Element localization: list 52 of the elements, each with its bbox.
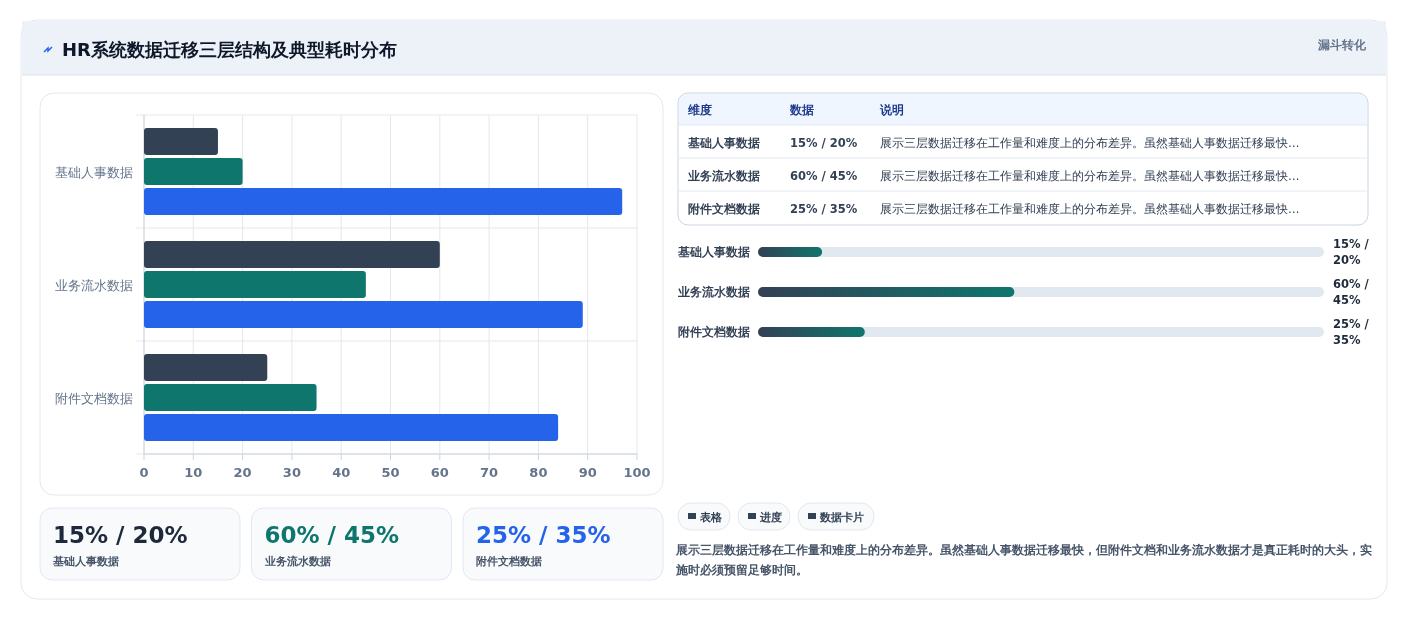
- x-tick-label: 60: [430, 465, 449, 480]
- text: 25% / 35%: [790, 202, 858, 216]
- bar: [144, 158, 243, 185]
- y-tick-label: 附件文档数据: [678, 325, 750, 339]
- text: 展示三层数据迁移在工作量和难度上的分布差异。虽然基础人事数据迁移最快…: [880, 169, 1300, 183]
- y-tick-label: 附件文档数据: [55, 390, 133, 406]
- bar: [144, 354, 268, 381]
- bar: [144, 188, 623, 215]
- data-label: 15% / 20%: [1333, 237, 1370, 267]
- text: 进度: [759, 511, 782, 524]
- x-tick-label: 20: [233, 465, 252, 480]
- x-tick-label: 70: [480, 465, 499, 480]
- text: 60% / 45%: [264, 522, 400, 548]
- chart-title: HR系统数据迁移三层结构及典型耗时分布: [62, 39, 397, 60]
- bar: [144, 128, 218, 155]
- text: 60% / 45%: [790, 169, 858, 183]
- bar: [144, 414, 559, 441]
- y-tick-label: 基础人事数据: [55, 164, 133, 180]
- y-tick-label: 业务流水数据: [677, 285, 750, 299]
- bar: [144, 241, 440, 268]
- text: 业务流水数据: [687, 169, 760, 183]
- bar: [144, 384, 317, 411]
- bar: [144, 301, 583, 328]
- text: 展示三层数据迁移在工作量和难度上的分布差异。虽然基础人事数据迁移最快，但附件文档和业务流水数据才是真正耗时的大头，实施时必须预留足够时间。: [676, 542, 1373, 579]
- bar: [144, 271, 366, 298]
- x-tick-label: 90: [578, 465, 597, 480]
- y-tick-label: 业务流水数据: [55, 277, 133, 293]
- text: 15% / 20%: [53, 522, 188, 548]
- x-tick-label: 0: [139, 465, 149, 480]
- x-tick-label: 40: [332, 465, 351, 480]
- text: 展示三层数据迁移在工作量和难度上的分布差异。虽然基础人事数据迁移最快…: [880, 136, 1300, 150]
- text: 附件文档数据: [476, 555, 542, 568]
- text: 维度: [687, 103, 712, 117]
- text: 附件文档数据: [688, 202, 760, 216]
- text: 15% / 20%: [790, 136, 858, 150]
- x-tick-label: 80: [529, 465, 548, 480]
- text: 说明: [879, 103, 904, 117]
- text: 业务流水数据: [263, 555, 331, 568]
- text: 展示三层数据迁移在工作量和难度上的分布差异。虽然基础人事数据迁移最快…: [880, 202, 1300, 216]
- text: 数据卡片: [819, 511, 864, 524]
- y-tick-label: 基础人事数据: [677, 245, 750, 259]
- text: 表格: [699, 511, 723, 524]
- text: 基础人事数据: [687, 136, 760, 150]
- text: 25% / 35%: [476, 522, 611, 548]
- x-tick-label: 50: [381, 465, 400, 480]
- text: 数据: [789, 103, 814, 117]
- x-tick-label: 100: [623, 465, 651, 480]
- data-label: 60% / 45%: [1333, 277, 1370, 307]
- text: 漏斗转化: [1317, 38, 1367, 52]
- data-label: 25% / 35%: [1333, 317, 1370, 347]
- x-tick-label: 30: [282, 465, 301, 480]
- x-tick-label: 10: [184, 465, 203, 480]
